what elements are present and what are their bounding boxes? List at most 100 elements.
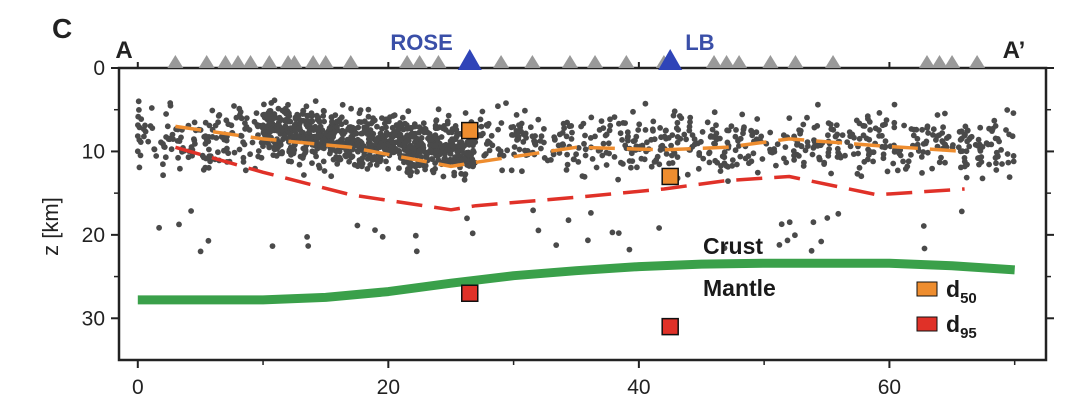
earthquake-point <box>704 119 711 126</box>
earthquake-point <box>136 164 143 171</box>
station-triangle <box>399 55 416 68</box>
earthquake-point <box>363 123 370 130</box>
earthquake-point <box>824 215 831 221</box>
earthquake-point <box>404 169 411 176</box>
earthquake-point <box>167 102 174 109</box>
earthquake-point <box>417 136 423 143</box>
earthquake-point <box>734 161 740 168</box>
legend-swatch-d50 <box>916 281 938 297</box>
earthquake-point <box>979 175 986 182</box>
earthquake-point <box>262 123 269 130</box>
earthquake-point <box>266 108 273 114</box>
earthquake-point <box>748 158 755 165</box>
station-triangle <box>167 55 184 68</box>
earthquake-point <box>712 141 718 147</box>
earthquake-point <box>964 138 971 145</box>
earthquake-point <box>277 116 284 123</box>
earthquake-point <box>379 233 386 240</box>
earthquake-point <box>356 119 362 125</box>
earthquake-point <box>759 156 766 162</box>
earthquake-point <box>410 145 417 152</box>
earthquake-point <box>271 146 278 153</box>
earthquake-point <box>497 148 504 155</box>
earthquake-point <box>817 142 824 149</box>
earthquake-point <box>861 158 868 165</box>
earthquake-point <box>312 149 318 156</box>
earthquake-point <box>261 132 268 139</box>
earthquake-point <box>758 133 765 140</box>
earthquake-point <box>918 154 925 160</box>
earthquake-point <box>203 137 210 143</box>
earthquake-point <box>663 127 669 134</box>
earthquake-point <box>934 112 941 118</box>
earthquake-point <box>303 103 310 110</box>
station-triangle <box>317 55 334 68</box>
earthquake-point <box>445 158 451 165</box>
earthquake-point <box>511 144 518 150</box>
earthquake-point <box>149 125 156 131</box>
earthquake-point <box>435 156 442 163</box>
earthquake-point <box>495 126 501 133</box>
earthquake-point <box>339 135 345 142</box>
earthquake-point <box>648 136 655 143</box>
station-triangle <box>524 55 541 68</box>
earthquake-point <box>674 139 681 146</box>
earthquake-point <box>920 223 927 229</box>
earthquake-point <box>381 145 388 152</box>
earthquake-point <box>606 127 613 134</box>
station-triangle <box>261 55 278 68</box>
d95-marker <box>661 317 679 336</box>
earthquake-point <box>285 118 292 125</box>
earthquake-point <box>160 172 167 179</box>
earthquake-point <box>414 168 420 175</box>
earthquake-point <box>145 138 152 145</box>
earthquake-point <box>466 152 473 159</box>
text-labels: 0 20 40 60 0 10 20 30 z [km] ROSE LB C A A’ Crust Mantl… <box>38 13 1025 399</box>
earthquake-point <box>858 173 865 180</box>
earthquake-point <box>810 219 817 226</box>
earthquake-point <box>461 176 468 183</box>
earthquake-point <box>383 129 390 136</box>
station-triangle <box>762 55 779 68</box>
legend-swatch-d95 <box>916 316 938 332</box>
earthquake-point <box>168 146 175 153</box>
earthquake-point <box>698 138 704 145</box>
earthquake-point <box>388 144 395 151</box>
earthquake-point <box>553 242 560 249</box>
earthquake-point <box>231 149 238 156</box>
legend-base: d <box>946 276 960 302</box>
earthquake-point <box>178 134 184 141</box>
earthquake-point <box>254 122 261 128</box>
earthquake-point <box>802 147 809 154</box>
station-triangle <box>825 55 842 68</box>
earthquake-point <box>750 150 757 157</box>
station-triangle <box>411 55 428 68</box>
earthquake-point <box>735 137 741 144</box>
earthquake-point <box>976 161 982 168</box>
earthquake-point <box>979 144 986 150</box>
earthquake-point <box>725 178 731 185</box>
earthquake-point <box>477 116 484 123</box>
earthquake-point <box>739 111 746 118</box>
series-d50-line <box>175 124 965 169</box>
earthquake-point <box>605 140 612 147</box>
earthquake-point <box>904 163 911 170</box>
earthquake-point <box>721 245 728 252</box>
earthquake-point <box>607 122 614 129</box>
legend-label-d50: d50 <box>946 276 977 307</box>
station-triangle <box>969 55 986 68</box>
earthquake-point <box>403 138 410 145</box>
earthquake-point <box>687 114 694 121</box>
station-triangle <box>944 55 961 68</box>
earthquake-point <box>137 139 144 146</box>
earthquake-point <box>370 118 376 125</box>
earthquake-point <box>847 143 854 150</box>
earthquake-point <box>609 229 616 236</box>
earthquake-point <box>429 156 436 163</box>
earthquake-point <box>622 142 629 149</box>
earthquake-point <box>745 153 752 160</box>
earthquake-point <box>148 105 155 111</box>
earthquake-point <box>486 147 493 154</box>
x-tick-label: 20 <box>377 376 400 399</box>
earthquake-point <box>876 133 882 139</box>
